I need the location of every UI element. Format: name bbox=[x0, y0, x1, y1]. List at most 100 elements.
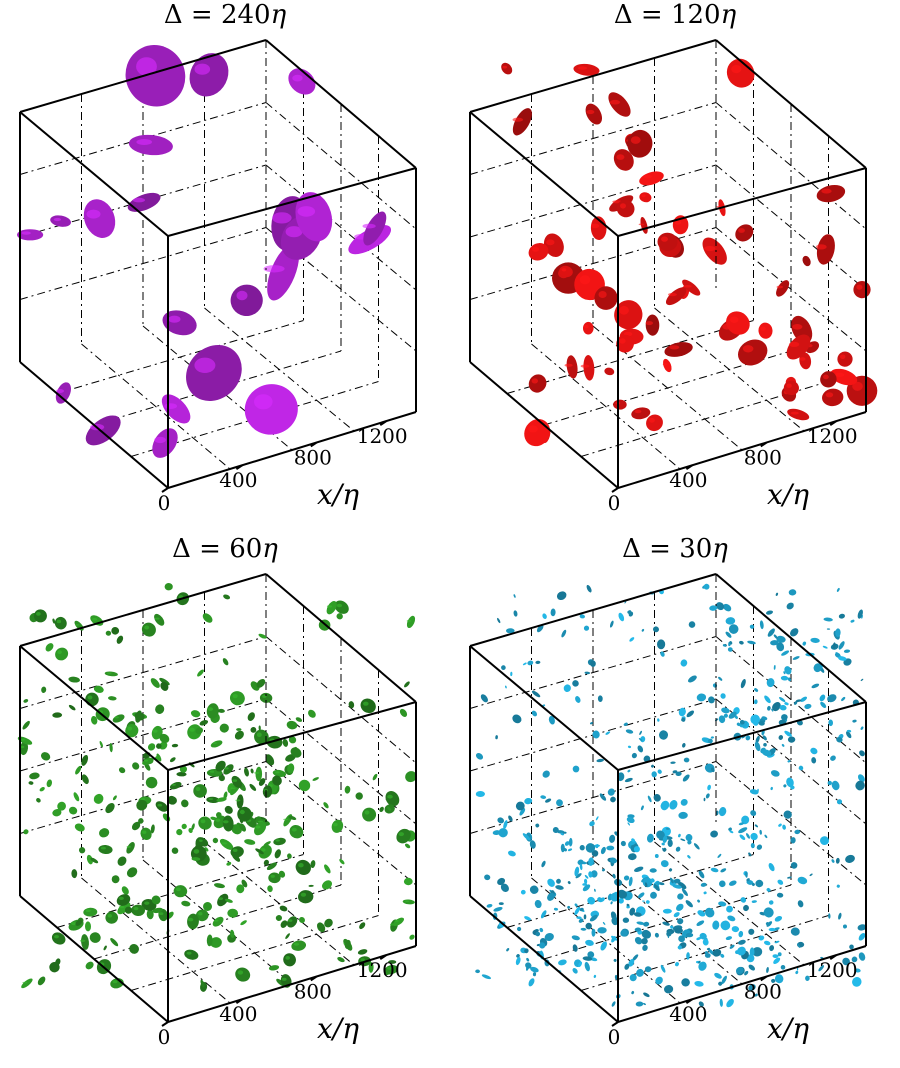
isosurface-highlight bbox=[598, 291, 607, 298]
isosurface-blob bbox=[783, 810, 792, 819]
isosurface-blob bbox=[530, 966, 539, 973]
isosurface-cube: 0 400 800 1200 x/η bbox=[469, 39, 878, 515]
isosurface-blob bbox=[99, 741, 103, 748]
isosurface-blob bbox=[528, 374, 547, 393]
isosurface-blob bbox=[495, 735, 498, 740]
isosurface-blob bbox=[295, 717, 303, 722]
isosurface-blob bbox=[634, 866, 644, 872]
isosurface-blob bbox=[860, 726, 864, 730]
isosurface-blob bbox=[846, 731, 852, 739]
isosurface-blob bbox=[250, 727, 257, 733]
isosurface-blob bbox=[262, 785, 273, 798]
isosurface-highlight bbox=[208, 798, 214, 800]
isosurface-highlight bbox=[776, 285, 784, 289]
isosurface-blob bbox=[75, 765, 82, 775]
isosurface-highlight bbox=[729, 316, 739, 324]
isosurface-blob bbox=[664, 984, 674, 994]
isosurface-blob bbox=[244, 839, 256, 845]
cube-edge bbox=[715, 573, 867, 703]
isosurface-blob bbox=[748, 928, 755, 935]
isosurface-blob bbox=[681, 888, 688, 897]
isosurface-blob bbox=[288, 815, 297, 820]
isosurface-blob bbox=[635, 1001, 644, 1007]
isosurface-highlight bbox=[288, 919, 293, 922]
isosurface-blob bbox=[505, 685, 507, 689]
isosurface-blob bbox=[290, 747, 302, 758]
isosurface-highlight bbox=[815, 244, 827, 250]
isosurface-blob bbox=[159, 677, 170, 686]
isosurface-blob bbox=[605, 731, 611, 735]
isosurface-blob bbox=[816, 184, 846, 203]
isosurface-blob bbox=[510, 671, 513, 677]
isosurface-blob bbox=[539, 942, 546, 949]
isosurface-blob bbox=[587, 896, 596, 905]
isosurface-blob bbox=[685, 834, 693, 842]
cube-edge bbox=[715, 39, 867, 169]
isosurface-highlight bbox=[683, 285, 692, 288]
isosurface-highlight bbox=[792, 324, 803, 330]
isosurface-blob bbox=[545, 798, 552, 803]
panel-delta-240: Δ = 240η 0 400 800 1200 x/η bbox=[0, 0, 450, 534]
isosurface-highlight bbox=[214, 919, 219, 922]
isosurface-blob bbox=[128, 134, 173, 156]
isosurface-blob bbox=[582, 956, 593, 961]
isosurface-blob bbox=[287, 853, 292, 859]
isosurface-highlight bbox=[86, 209, 101, 219]
isosurface-blob bbox=[720, 920, 731, 931]
isosurface-blob bbox=[795, 699, 802, 702]
cube-edge bbox=[469, 361, 619, 489]
isosurface-blob bbox=[127, 192, 161, 212]
isosurface-blob bbox=[298, 890, 314, 904]
isosurface-blob bbox=[524, 948, 529, 954]
isosurface-highlight bbox=[136, 139, 152, 145]
isosurface-blob bbox=[250, 768, 254, 774]
isosurface-blob bbox=[582, 883, 588, 886]
isosurface-blob bbox=[529, 885, 539, 894]
isosurface-blob bbox=[842, 957, 850, 966]
isosurface-blob bbox=[738, 822, 745, 826]
isosurface-blob bbox=[841, 696, 846, 702]
isosurface-blob bbox=[404, 681, 410, 688]
isosurface-blob bbox=[501, 665, 506, 670]
isosurface-blob bbox=[579, 845, 585, 851]
isosurface-blob bbox=[719, 998, 723, 1007]
isosurface-blob bbox=[548, 715, 555, 725]
isosurface-blob bbox=[722, 644, 727, 647]
isosurface-blob bbox=[567, 881, 571, 885]
isosurface-blob bbox=[759, 829, 762, 835]
isosurface-blob bbox=[117, 902, 131, 915]
isosurface-blob bbox=[677, 945, 682, 950]
isosurface-blob bbox=[770, 786, 773, 791]
isosurface-blob bbox=[512, 714, 522, 724]
isosurface-blob bbox=[728, 624, 739, 634]
isosurface-blob bbox=[222, 815, 234, 832]
isosurface-blob bbox=[676, 903, 684, 912]
isosurface-blob bbox=[811, 683, 820, 689]
isosurface-blob bbox=[561, 629, 567, 638]
isosurface-blob bbox=[258, 725, 261, 731]
isosurface-blob bbox=[583, 355, 595, 381]
isosurface-blob bbox=[566, 355, 578, 379]
tick-mark bbox=[829, 954, 837, 960]
isosurface-blob bbox=[278, 870, 286, 878]
x-axis-label: x/η bbox=[767, 478, 809, 511]
isosurface-blob bbox=[773, 634, 778, 639]
isosurface-blob bbox=[83, 199, 116, 238]
isosurface-blob bbox=[767, 628, 775, 637]
isosurface-blob bbox=[181, 799, 189, 808]
isosurface-blob bbox=[798, 765, 804, 771]
isosurface-blob bbox=[797, 900, 804, 908]
isosurface-blob bbox=[379, 806, 384, 812]
isosurface-blob bbox=[654, 932, 659, 938]
isosurface-blob bbox=[497, 817, 505, 824]
isosurface-blob bbox=[187, 913, 199, 930]
isosurface-blob bbox=[29, 772, 40, 780]
isosurface-blob bbox=[710, 830, 718, 838]
isosurface-blob bbox=[55, 958, 61, 966]
isosurface-blob bbox=[239, 823, 247, 832]
isosurface-highlight bbox=[638, 223, 645, 226]
isosurface-blob bbox=[176, 771, 187, 777]
x-axis-label: x/η bbox=[317, 478, 359, 511]
isosurface-blob bbox=[857, 774, 865, 783]
isosurface-blob bbox=[620, 929, 628, 937]
